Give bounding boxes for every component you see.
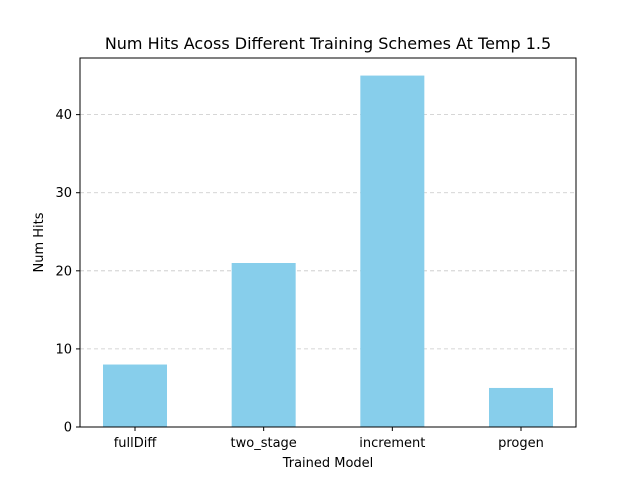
x-axis-label: Trained Model [282,456,374,471]
x-tick-label: two_stage [231,436,297,451]
y-tick-label: 10 [55,342,72,357]
bar-progen [489,387,553,427]
y-tick-label: 20 [55,264,72,279]
y-tick-label: 30 [55,186,72,201]
bar-increment [360,75,425,428]
x-tick-label: increment [359,436,425,451]
x-axis-ticks: fullDiff two_stage increment progen [114,427,544,451]
bar-fullDiff [103,364,167,427]
y-axis-label: Num Hits [32,212,47,272]
chart-title: Num Hits Acoss Different Training Scheme… [105,34,551,53]
bar-two_stage [231,263,296,427]
y-axis-ticks: 0 10 20 30 40 [55,108,80,436]
gridlines [80,114,576,350]
bars [103,75,553,428]
y-tick-label: 0 [64,421,72,436]
y-tick-label: 40 [55,108,72,123]
x-tick-label: progen [498,436,544,451]
x-tick-label: fullDiff [114,436,158,451]
plot-frame [79,57,577,428]
